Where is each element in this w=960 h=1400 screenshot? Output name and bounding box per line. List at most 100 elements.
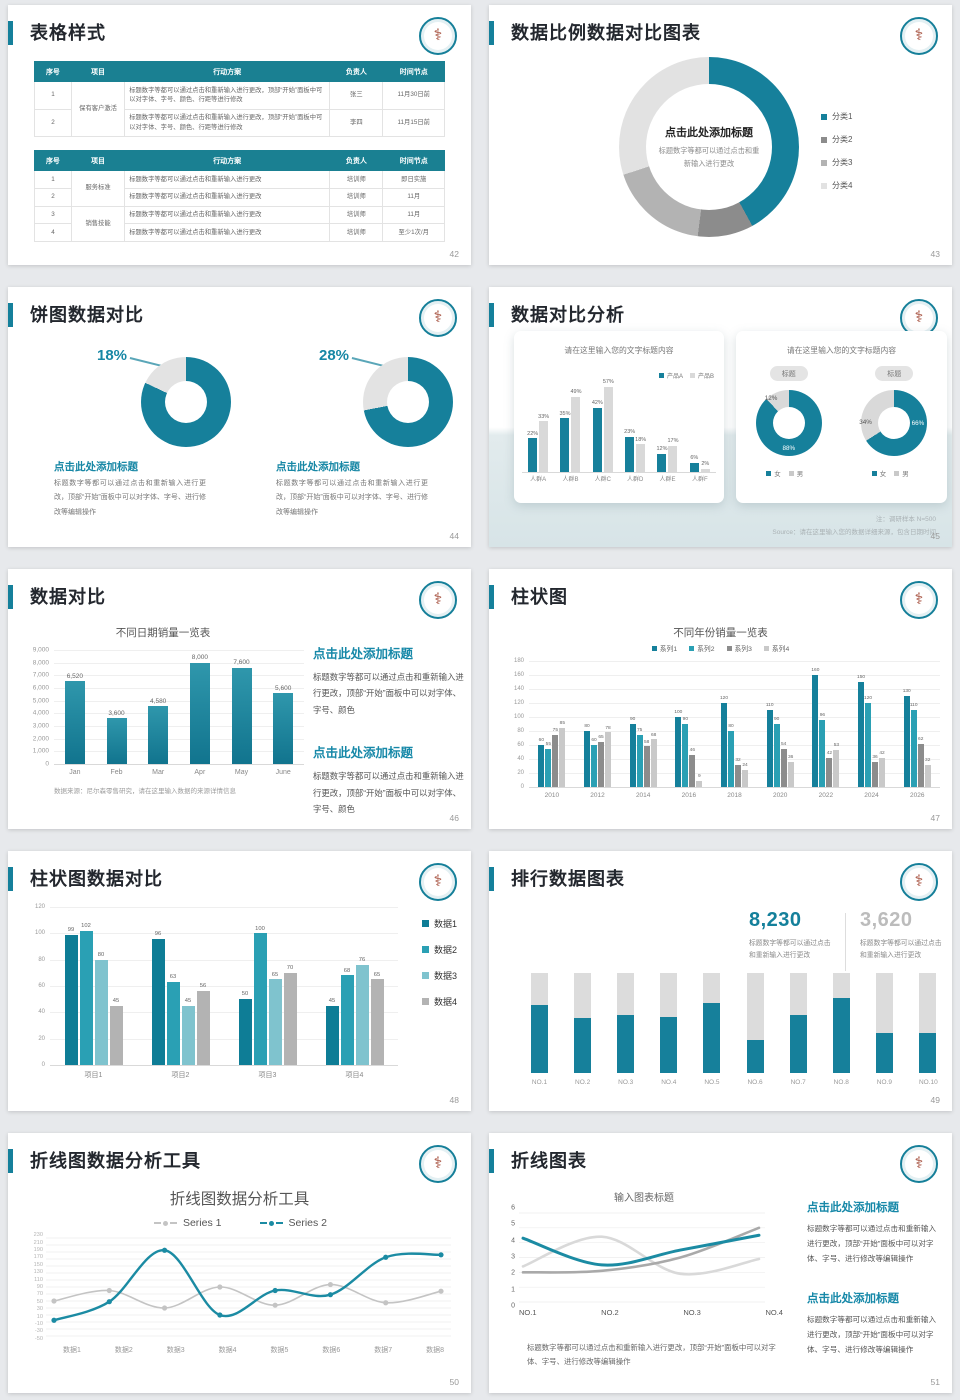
bar-fill bbox=[574, 1018, 592, 1073]
bar-value-label: 63 bbox=[169, 974, 177, 981]
legend-marker bbox=[268, 1220, 274, 1226]
column-header: 序号 bbox=[34, 150, 72, 171]
table-header-row: 序号 项目 行动方案 负责人 时间节点 bbox=[34, 61, 445, 82]
bar-group: 35% 49% bbox=[554, 380, 586, 472]
bar-value-label: 160 bbox=[811, 668, 820, 674]
line-chart-block: 输入图表标题 6 5 4 3 2 1 0 NO.1 NO.2 NO.3 NO.4 bbox=[505, 1189, 783, 1317]
block-text: 标题数字等都可以通过点击和重新输入进行更改，顶部“开始”面板中可以对字体、字号、… bbox=[276, 480, 428, 516]
y-tick-label: 100 bbox=[34, 930, 45, 937]
slide-48-column-compare[interactable]: 柱状图数据对比 ⚕ 120 100 80 60 40 20 0 99 102 80 45 96 63 45… bbox=[8, 851, 471, 1111]
legend-item: 女 bbox=[766, 468, 781, 478]
bar-wrap: 160 bbox=[811, 661, 820, 787]
card-title: 请在这里输入您的文字标题内容 bbox=[786, 346, 897, 355]
ranking-bar bbox=[531, 973, 548, 1073]
bar bbox=[592, 407, 602, 472]
slide-43-donut-compare[interactable]: 数据比例数据对比图表 ⚕ 点击此处添加标题 标题数字等都可以通过点击和重新输入进… bbox=[489, 5, 952, 265]
slide-title: 表格样式 bbox=[30, 23, 106, 43]
slide-46-data-compare[interactable]: 数据对比 ⚕ 不同日期销量一览表 9,000 8,000 7,000 6,000 5,0… bbox=[8, 569, 471, 829]
donut-chart bbox=[861, 390, 928, 456]
bar bbox=[268, 979, 282, 1065]
block-text: 标题数字等都可以通过点击和重新输入进行更改，顶部“开始”面板中可以对字体、字号、… bbox=[54, 480, 206, 516]
ranking-bar bbox=[574, 973, 592, 1073]
x-tick-label: 数据3 bbox=[166, 1347, 185, 1354]
y-tick-label: 3 bbox=[511, 1253, 515, 1261]
bar-value-label: 33% bbox=[538, 413, 550, 420]
bar bbox=[340, 975, 354, 1065]
bar-wrap: 4,580 bbox=[148, 650, 169, 764]
x-tick-label: NO.1 bbox=[531, 1079, 548, 1086]
y-tick-label: 120 bbox=[34, 904, 45, 910]
legend-item: 数据1 bbox=[421, 917, 457, 930]
bar bbox=[64, 681, 85, 764]
gridline bbox=[50, 933, 398, 935]
y-axis: 180 160 140 120 100 80 60 40 20 0 bbox=[507, 658, 529, 790]
table-cell: 11月30日前 bbox=[382, 81, 445, 110]
bar-value-label: 68 bbox=[651, 732, 657, 738]
donut-chart bbox=[141, 357, 231, 447]
gridline bbox=[529, 731, 940, 732]
slide-47-column-chart[interactable]: 柱状图 ⚕ 不同年份销量一览表 系列1 系列2 系列3 系列4 180 160 140 12… bbox=[489, 569, 952, 829]
column-header: 负责人 bbox=[329, 61, 384, 82]
bar-value-label: 65 bbox=[373, 971, 381, 978]
y-tick-label: 5,000 bbox=[32, 697, 49, 705]
bar bbox=[571, 396, 581, 472]
bar-value-label: 8,000 bbox=[191, 654, 208, 662]
bar bbox=[780, 749, 787, 787]
legend-label: 数据3 bbox=[433, 971, 457, 981]
slide-header: 柱状图数据对比 ⚕ bbox=[8, 863, 471, 901]
bar-value-label: 54 bbox=[781, 742, 787, 748]
bar-wrap: 80 bbox=[728, 661, 735, 787]
bar bbox=[598, 741, 604, 787]
legend-item: 数据2 bbox=[421, 943, 457, 956]
y-tick-label: 1 bbox=[511, 1286, 515, 1294]
gridline bbox=[50, 907, 398, 908]
bar bbox=[591, 745, 597, 787]
hospital-logo-icon: ⚕ bbox=[900, 17, 938, 55]
donut-chart bbox=[363, 357, 453, 447]
slide-49-ranking-chart[interactable]: 排行数据图表 ⚕ 8,230 标题数字等都可以通过点击和重新输入进行更改 3,6… bbox=[489, 851, 952, 1111]
hospital-logo-icon: ⚕ bbox=[900, 581, 938, 619]
bar-value-label: 90 bbox=[630, 717, 636, 723]
slide-45-data-analysis[interactable]: 数据对比分析 ⚕ 请在这里输入您的文字标题内容 产品A 产品B 22% 33% 35%… bbox=[489, 287, 952, 547]
legend-item: 女 bbox=[871, 468, 886, 478]
slide-header: 数据对比分析 ⚕ bbox=[489, 299, 952, 337]
bar bbox=[64, 934, 78, 1065]
slide-header: 数据比例数据对比图表 ⚕ bbox=[489, 17, 952, 55]
bar-value-label: 24 bbox=[742, 763, 748, 769]
slide-50-line-tool[interactable]: 折线图数据分析工具 ⚕ 折线图数据分析工具 Series 1 Series 2 … bbox=[8, 1133, 471, 1393]
x-tick-label: 人群A bbox=[530, 477, 547, 483]
title-accent-bar bbox=[8, 585, 13, 609]
bar-group: 150 120 36 42 bbox=[849, 661, 895, 787]
page-number: 50 bbox=[449, 1377, 459, 1387]
card-title: 请在这里输入您的文字标题内容 bbox=[564, 346, 674, 355]
gridline bbox=[54, 700, 304, 702]
legend-item: 分类3 bbox=[821, 157, 852, 168]
legend-label: 数据4 bbox=[433, 997, 457, 1007]
slide-42-table-style[interactable]: 表格样式 ⚕ 序号 项目 行动方案 负责人 时间节点 1 保有客户激活 标题数字等都可以通过点… bbox=[8, 5, 471, 265]
x-tick-label: NO.2 bbox=[575, 1079, 591, 1086]
block-title: 点击此处添加标题 bbox=[313, 746, 414, 761]
table-cell: 销售技能 bbox=[70, 205, 126, 242]
gridline bbox=[529, 717, 940, 718]
y-axis: 9,000 8,000 7,000 6,000 5,000 4,000 3,000 2,000… bbox=[22, 647, 54, 768]
legend-label: 分类1 bbox=[832, 112, 853, 121]
bar-wrap: 85 bbox=[559, 661, 566, 787]
bar-wrap: 50 bbox=[238, 907, 252, 1065]
table-cell: 2 bbox=[34, 187, 72, 207]
table-row: 1 服务标准 标题数字等都可以通过点击和重新输入进行更改 培训师 即日实施 bbox=[34, 170, 445, 207]
bar-value-label: 35% bbox=[559, 410, 571, 417]
bar-fill bbox=[875, 1033, 893, 1073]
pie-block-left: 18% 点击此处添加标题 标题数字等都可以通过点击和重新输入进行更改，顶部“开始… bbox=[14, 331, 236, 537]
bar-wrap: 33% bbox=[538, 380, 550, 472]
bar-fill bbox=[531, 1005, 548, 1073]
donut-legend: 分类1 分类2 分类3 分类4 bbox=[821, 111, 852, 203]
ranking-bar bbox=[703, 973, 721, 1073]
slide-51-line-chart[interactable]: 折线图表 ⚕ 输入图表标题 6 5 4 3 2 1 0 NO.1 NO.2 NO.3 NO.4 标… bbox=[489, 1133, 952, 1393]
percent-label: 28% bbox=[319, 347, 350, 364]
table-cell: 培训师 bbox=[329, 187, 384, 207]
slide-44-pie-compare[interactable]: 饼图数据对比 ⚕ 18% 点击此处添加标题 标题数字等都可以通过点击和重新输入进… bbox=[8, 287, 471, 547]
plot-area: 99 102 80 45 96 63 45 56 50 100 65 70 45 68 76 65 bbox=[50, 907, 398, 1066]
bar-value-label: 65 bbox=[598, 734, 604, 740]
table-cell: 3 bbox=[34, 205, 72, 225]
bar-group: 110 90 54 36 bbox=[757, 661, 803, 787]
